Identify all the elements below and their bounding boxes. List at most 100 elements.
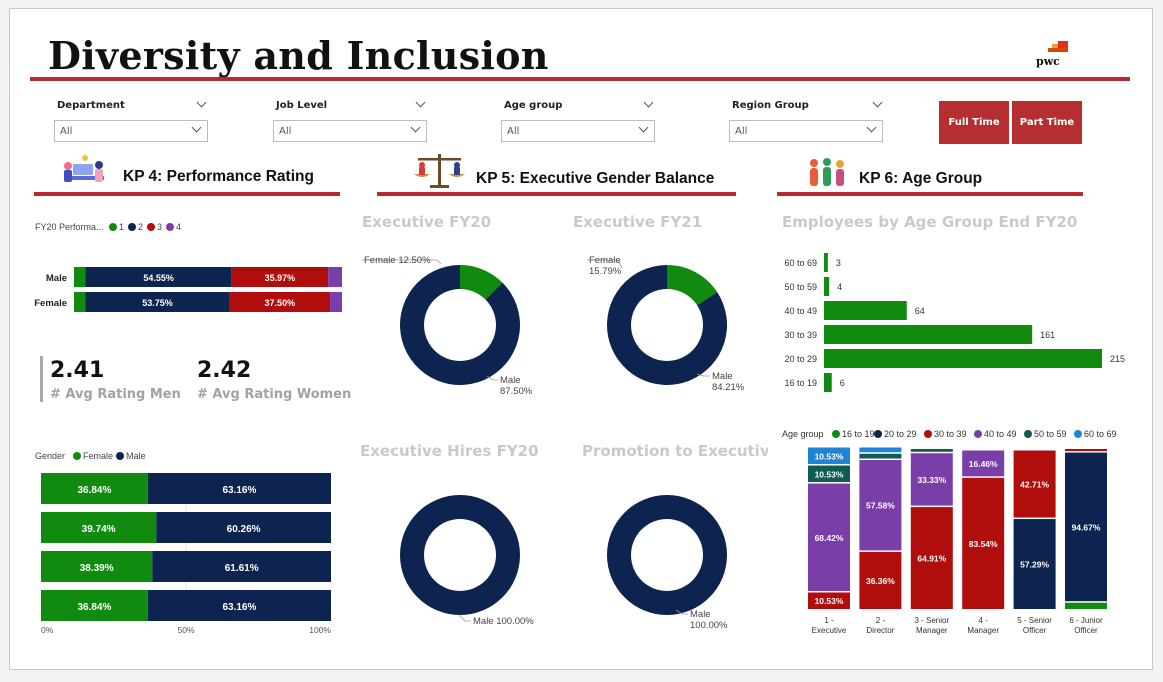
category-label: Female [34,298,67,309]
select-value: All [279,126,292,137]
category-label: Male [46,273,67,284]
kp5-underline [377,192,736,196]
kp6-title: KP 6: Age Group [859,170,983,187]
data-label: 53.75% [142,298,173,308]
age-category-label: 30 to 39 [784,330,817,340]
stack-label: 36.36% [866,576,895,586]
avg-rating-women-value: 2.42 [197,358,252,383]
stack-label: 10.53% [815,469,844,479]
stack-segment [1065,452,1107,602]
stack-segment [859,453,902,459]
category-label-line2: Director [866,626,894,635]
stack-label: 83.54% [969,539,998,549]
donut-hole [424,289,496,361]
donut-label-value: 87.50% [500,386,533,397]
promotion-title: Promotion to Executiv... [582,442,768,460]
legend-marker [924,430,932,438]
age-group-people-icon [810,158,844,186]
age-category-label: 60 to 69 [784,258,817,268]
bar-segment [85,267,232,287]
age-bar [824,301,907,320]
bar-segment [74,292,86,312]
avg-rating-women-label: # Avg Rating Women [197,387,352,402]
donut-hole [631,519,703,591]
data-label: 60.26% [227,524,261,535]
leader-line [696,373,710,377]
donut-label-name: Female [589,255,621,266]
legend-marker [116,452,124,460]
title-underline [30,77,1130,81]
full-time-button[interactable]: Full Time [938,100,1010,145]
data-label: 35.97% [265,273,296,283]
category-label-line2: Manager [916,626,948,635]
legend-label: Female [83,451,113,461]
stack-segment [859,447,902,453]
donut-hole [424,519,496,591]
part-time-button[interactable]: Part Time [1011,100,1083,145]
age-group-select[interactable]: All [501,120,655,142]
legend-label: 30 to 39 [934,429,967,439]
filter-label: Department [57,100,125,111]
category-label-line1: 2 - [876,616,886,625]
stack-segment [859,460,902,551]
legend-label: 1 [119,222,124,232]
data-label: 63.16% [222,485,256,496]
department-select[interactable]: All [54,120,208,142]
stack-segment [859,551,902,609]
age-category-label: 16 to 19 [784,378,817,388]
legend-marker [832,430,840,438]
leader-line [486,375,498,381]
age-value-label: 64 [915,306,925,316]
bar-segment [231,267,329,287]
stack-label: 68.42% [815,533,844,543]
kp5-title: KP 5: Executive Gender Balance [476,170,715,187]
legend-marker [1024,430,1032,438]
x-tick-label: 50% [177,625,194,635]
category-label-line1: 1 - [824,616,834,625]
performance-illustration-icon [64,155,104,182]
stack-segment [1065,449,1107,452]
stack-segment [808,483,850,591]
job-level-select[interactable]: All [273,120,427,142]
bar-segment [147,590,331,621]
donut-label-name: Male [690,609,711,620]
bar-segment [152,551,331,582]
age-bar [824,277,830,296]
stack-label: 94.67% [1072,522,1101,532]
scale-balance-icon [414,154,465,188]
age-value-label: 3 [836,258,841,268]
region-group-select[interactable]: All [729,120,883,142]
legend-label: 40 to 49 [984,429,1017,439]
x-tick-label: 0% [41,625,54,635]
bar-segment [328,267,342,287]
data-label: 36.84% [77,485,111,496]
bar-segment [330,292,342,312]
bar-segment [156,512,331,543]
legend-label: 4 [176,222,181,232]
age-bar [824,253,828,272]
legend-label: 60 to 69 [1084,429,1117,439]
stack-label: 57.58% [866,501,895,511]
data-label: 38.39% [80,563,114,574]
select-value: All [735,126,748,137]
legend-marker [1074,430,1082,438]
stack-segment [808,465,850,483]
kp6-underline [777,192,1083,196]
leader-line [362,259,442,265]
exec-fy20-title: Executive FY20 [362,213,492,231]
age-bar [824,325,1033,344]
bar-segment [41,512,157,543]
kp4-underline [34,192,340,196]
stack-segment [1013,450,1056,518]
leader-line [458,614,471,622]
stack-label: 57.29% [1020,560,1049,570]
bar-segment [41,590,148,621]
avg-divider [40,356,43,402]
legend-marker [974,430,982,438]
bar-segment [41,551,153,582]
donut-label-value: 84.21% [712,382,745,393]
